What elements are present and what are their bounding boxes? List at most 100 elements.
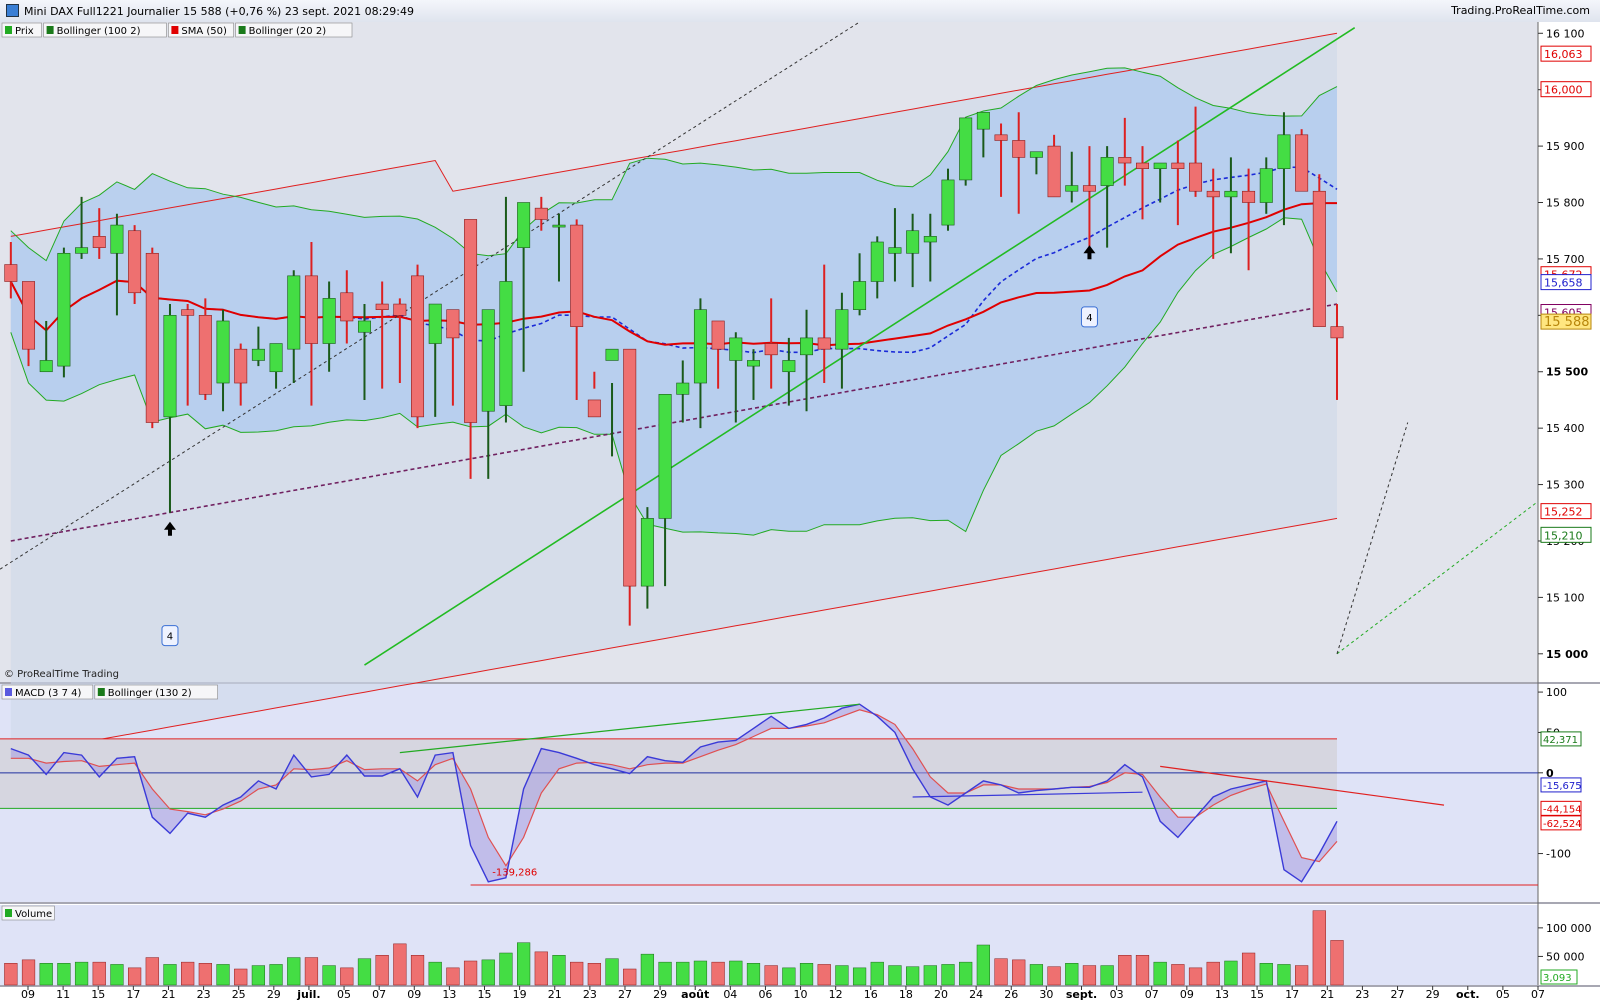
volume-bar[interactable] bbox=[1241, 952, 1256, 986]
candle[interactable] bbox=[145, 252, 159, 423]
candle[interactable] bbox=[216, 320, 230, 384]
volume-bar[interactable] bbox=[393, 943, 407, 986]
candle[interactable] bbox=[517, 202, 531, 248]
volume-bar[interactable] bbox=[888, 965, 902, 986]
volume-bar[interactable] bbox=[693, 960, 708, 986]
candle[interactable] bbox=[198, 315, 212, 395]
candle[interactable] bbox=[729, 337, 743, 361]
volume-bar[interactable] bbox=[1153, 961, 1167, 986]
volume-bar[interactable] bbox=[835, 965, 849, 986]
volume-bar[interactable] bbox=[517, 942, 531, 986]
candle[interactable] bbox=[1259, 168, 1273, 203]
volume-bar[interactable] bbox=[1224, 960, 1238, 986]
candle[interactable] bbox=[570, 224, 584, 327]
volume-bar[interactable] bbox=[128, 967, 142, 986]
volume-bar[interactable] bbox=[552, 955, 566, 986]
candle[interactable] bbox=[1330, 326, 1344, 339]
macd-legend-item[interactable] bbox=[1, 684, 94, 700]
volume-bar[interactable] bbox=[322, 965, 336, 986]
volume-bar[interactable] bbox=[1065, 963, 1079, 986]
volume-bar[interactable] bbox=[1188, 967, 1203, 986]
candle[interactable] bbox=[234, 348, 248, 384]
volume-bar[interactable] bbox=[1295, 965, 1309, 986]
volume-bar[interactable] bbox=[534, 951, 548, 986]
volume-bar[interactable] bbox=[1100, 965, 1114, 986]
volume-bar[interactable] bbox=[375, 955, 389, 986]
candle[interactable] bbox=[1136, 162, 1149, 169]
price-legend-item[interactable] bbox=[43, 22, 167, 38]
candle[interactable] bbox=[835, 309, 849, 350]
candle[interactable] bbox=[75, 247, 89, 254]
volume-bar[interactable] bbox=[251, 965, 266, 986]
candle[interactable] bbox=[853, 281, 867, 310]
candle[interactable] bbox=[888, 247, 902, 254]
candle[interactable] bbox=[1277, 134, 1291, 169]
volume-bar[interactable] bbox=[959, 961, 973, 986]
candle[interactable] bbox=[552, 224, 566, 228]
candle[interactable] bbox=[994, 134, 1008, 141]
candle[interactable] bbox=[22, 281, 36, 350]
volume-bar[interactable] bbox=[676, 961, 690, 986]
volume-bar[interactable] bbox=[1312, 910, 1326, 986]
volume-bar[interactable] bbox=[269, 964, 283, 986]
candle[interactable] bbox=[676, 382, 690, 395]
candle[interactable] bbox=[1118, 157, 1132, 164]
volume-bar[interactable] bbox=[640, 953, 655, 986]
volume-bar[interactable] bbox=[163, 964, 177, 986]
volume-bar[interactable] bbox=[1277, 964, 1291, 986]
volume-bar[interactable] bbox=[1029, 964, 1044, 986]
candle[interactable] bbox=[92, 236, 106, 248]
volume-bar[interactable] bbox=[410, 955, 425, 986]
volume-bar[interactable] bbox=[1330, 940, 1344, 986]
volume-bar[interactable] bbox=[4, 963, 18, 986]
candle[interactable] bbox=[941, 179, 955, 226]
candle[interactable] bbox=[817, 337, 831, 350]
candle[interactable] bbox=[976, 111, 990, 130]
volume-bar[interactable] bbox=[181, 961, 195, 986]
candle[interactable] bbox=[481, 309, 495, 412]
volume-bar[interactable] bbox=[1012, 959, 1026, 986]
candle[interactable] bbox=[4, 264, 18, 282]
candle[interactable] bbox=[764, 343, 778, 356]
candle[interactable] bbox=[464, 219, 478, 423]
signal-box[interactable] bbox=[161, 625, 179, 647]
volume-legend-item[interactable] bbox=[1, 905, 55, 921]
candle[interactable] bbox=[693, 309, 707, 384]
candle[interactable] bbox=[587, 399, 601, 418]
signal-box[interactable] bbox=[1080, 306, 1098, 328]
candle[interactable] bbox=[251, 348, 265, 361]
volume-bar[interactable] bbox=[198, 963, 212, 986]
candle[interactable] bbox=[1171, 162, 1185, 169]
volume-bar[interactable] bbox=[605, 958, 619, 986]
candle[interactable] bbox=[906, 230, 920, 254]
candle[interactable] bbox=[870, 241, 884, 282]
candle[interactable] bbox=[269, 343, 283, 373]
candle[interactable] bbox=[711, 320, 725, 350]
volume-bar[interactable] bbox=[1135, 955, 1150, 986]
candle[interactable] bbox=[304, 275, 318, 344]
candle[interactable] bbox=[375, 303, 389, 310]
volume-bar[interactable] bbox=[852, 967, 867, 986]
candle[interactable] bbox=[1100, 157, 1114, 186]
candle[interactable] bbox=[1047, 145, 1061, 198]
volume-bar[interactable] bbox=[1171, 964, 1185, 986]
volume-bar[interactable] bbox=[57, 963, 71, 986]
volume-bar[interactable] bbox=[463, 960, 478, 986]
candle[interactable] bbox=[357, 320, 371, 333]
candle[interactable] bbox=[534, 207, 548, 220]
candle[interactable] bbox=[605, 348, 619, 361]
candle[interactable] bbox=[287, 275, 301, 350]
volume-bar[interactable] bbox=[39, 963, 53, 986]
candle[interactable] bbox=[1295, 134, 1309, 192]
volume-bar[interactable] bbox=[782, 967, 796, 986]
candle[interactable] bbox=[1312, 190, 1326, 327]
volume-bar[interactable] bbox=[92, 961, 106, 986]
candle[interactable] bbox=[163, 315, 177, 418]
candle[interactable] bbox=[1029, 151, 1043, 158]
candle[interactable] bbox=[1189, 162, 1203, 192]
volume-bar[interactable] bbox=[870, 961, 884, 986]
candle[interactable] bbox=[1012, 140, 1026, 158]
candle[interactable] bbox=[128, 230, 142, 294]
volume-bar[interactable] bbox=[340, 967, 354, 986]
